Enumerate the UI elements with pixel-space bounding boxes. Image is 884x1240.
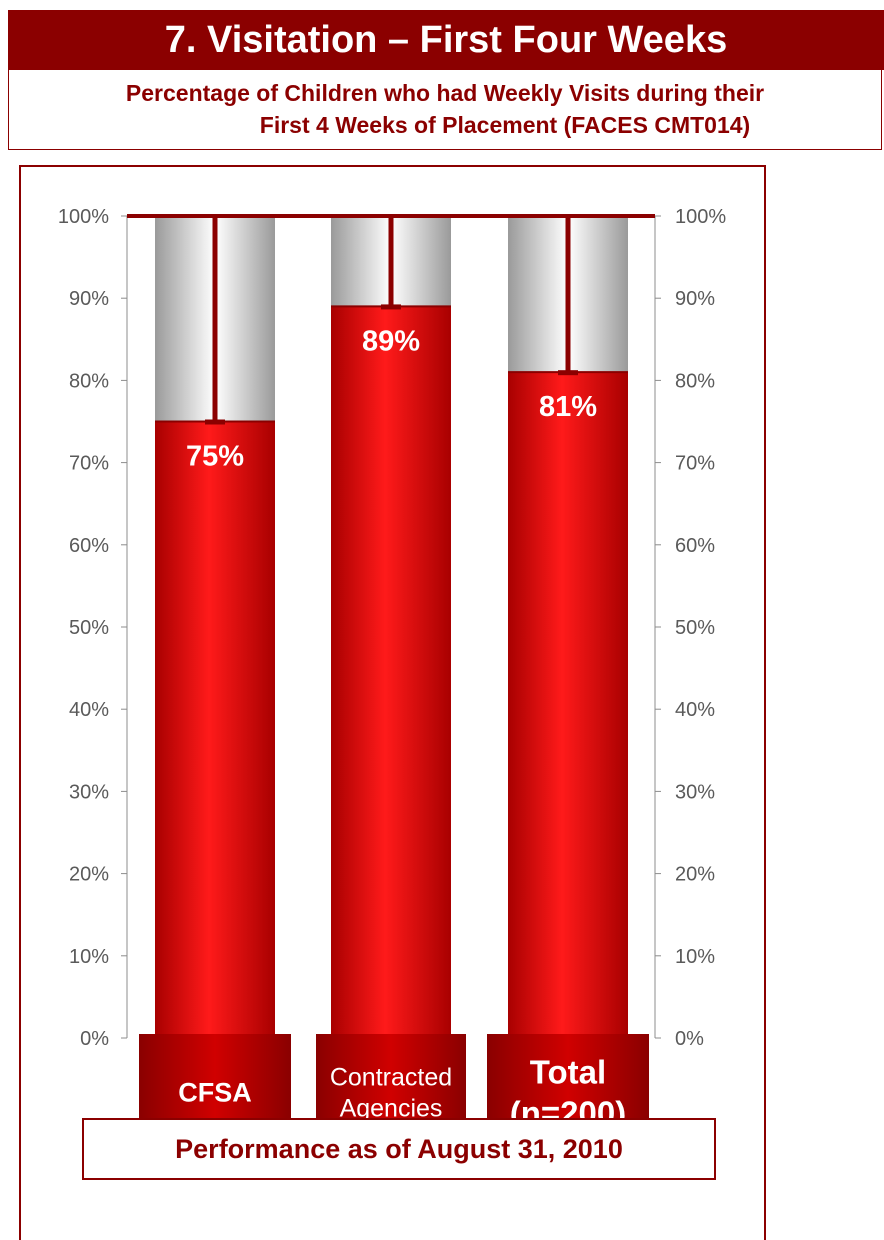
right-tick-label: 80% — [675, 370, 715, 392]
right-tick-label: 40% — [675, 699, 715, 721]
right-tick-label: 10% — [675, 946, 715, 968]
right-tick-label: 70% — [675, 453, 715, 475]
left-tick-label: 70% — [69, 453, 109, 475]
left-tick-label: 100% — [58, 206, 109, 228]
right-tick-label: 60% — [675, 535, 715, 557]
category-label: CFSA — [178, 1078, 252, 1108]
left-tick-label: 90% — [69, 288, 109, 310]
gap-line-cap — [558, 370, 578, 375]
left-tick-label: 60% — [69, 535, 109, 557]
left-tick-label: 20% — [69, 864, 109, 886]
right-tick-label: 90% — [675, 288, 715, 310]
bar — [508, 372, 628, 1038]
right-tick-label: 0% — [675, 1028, 704, 1050]
left-tick-label: 30% — [69, 781, 109, 803]
performance-date-label: Performance as of August 31, 2010 — [82, 1118, 716, 1180]
left-tick-label: 10% — [69, 946, 109, 968]
category-label: Total — [530, 1053, 606, 1090]
gap-line-cap — [205, 420, 225, 425]
value-label: 89% — [362, 325, 420, 357]
left-tick-label: 0% — [80, 1028, 109, 1050]
gap-line-cap — [381, 304, 401, 309]
left-tick-label: 40% — [69, 699, 109, 721]
bar — [331, 306, 451, 1038]
left-tick-label: 50% — [69, 617, 109, 639]
value-label: 75% — [186, 441, 244, 473]
right-tick-label: 30% — [675, 781, 715, 803]
bar — [155, 422, 275, 1039]
category-label: Contracted — [330, 1063, 452, 1091]
value-label: 81% — [539, 391, 597, 423]
right-tick-label: 20% — [675, 864, 715, 886]
right-tick-label: 50% — [675, 617, 715, 639]
right-tick-label: 100% — [675, 206, 726, 228]
left-tick-label: 80% — [69, 370, 109, 392]
